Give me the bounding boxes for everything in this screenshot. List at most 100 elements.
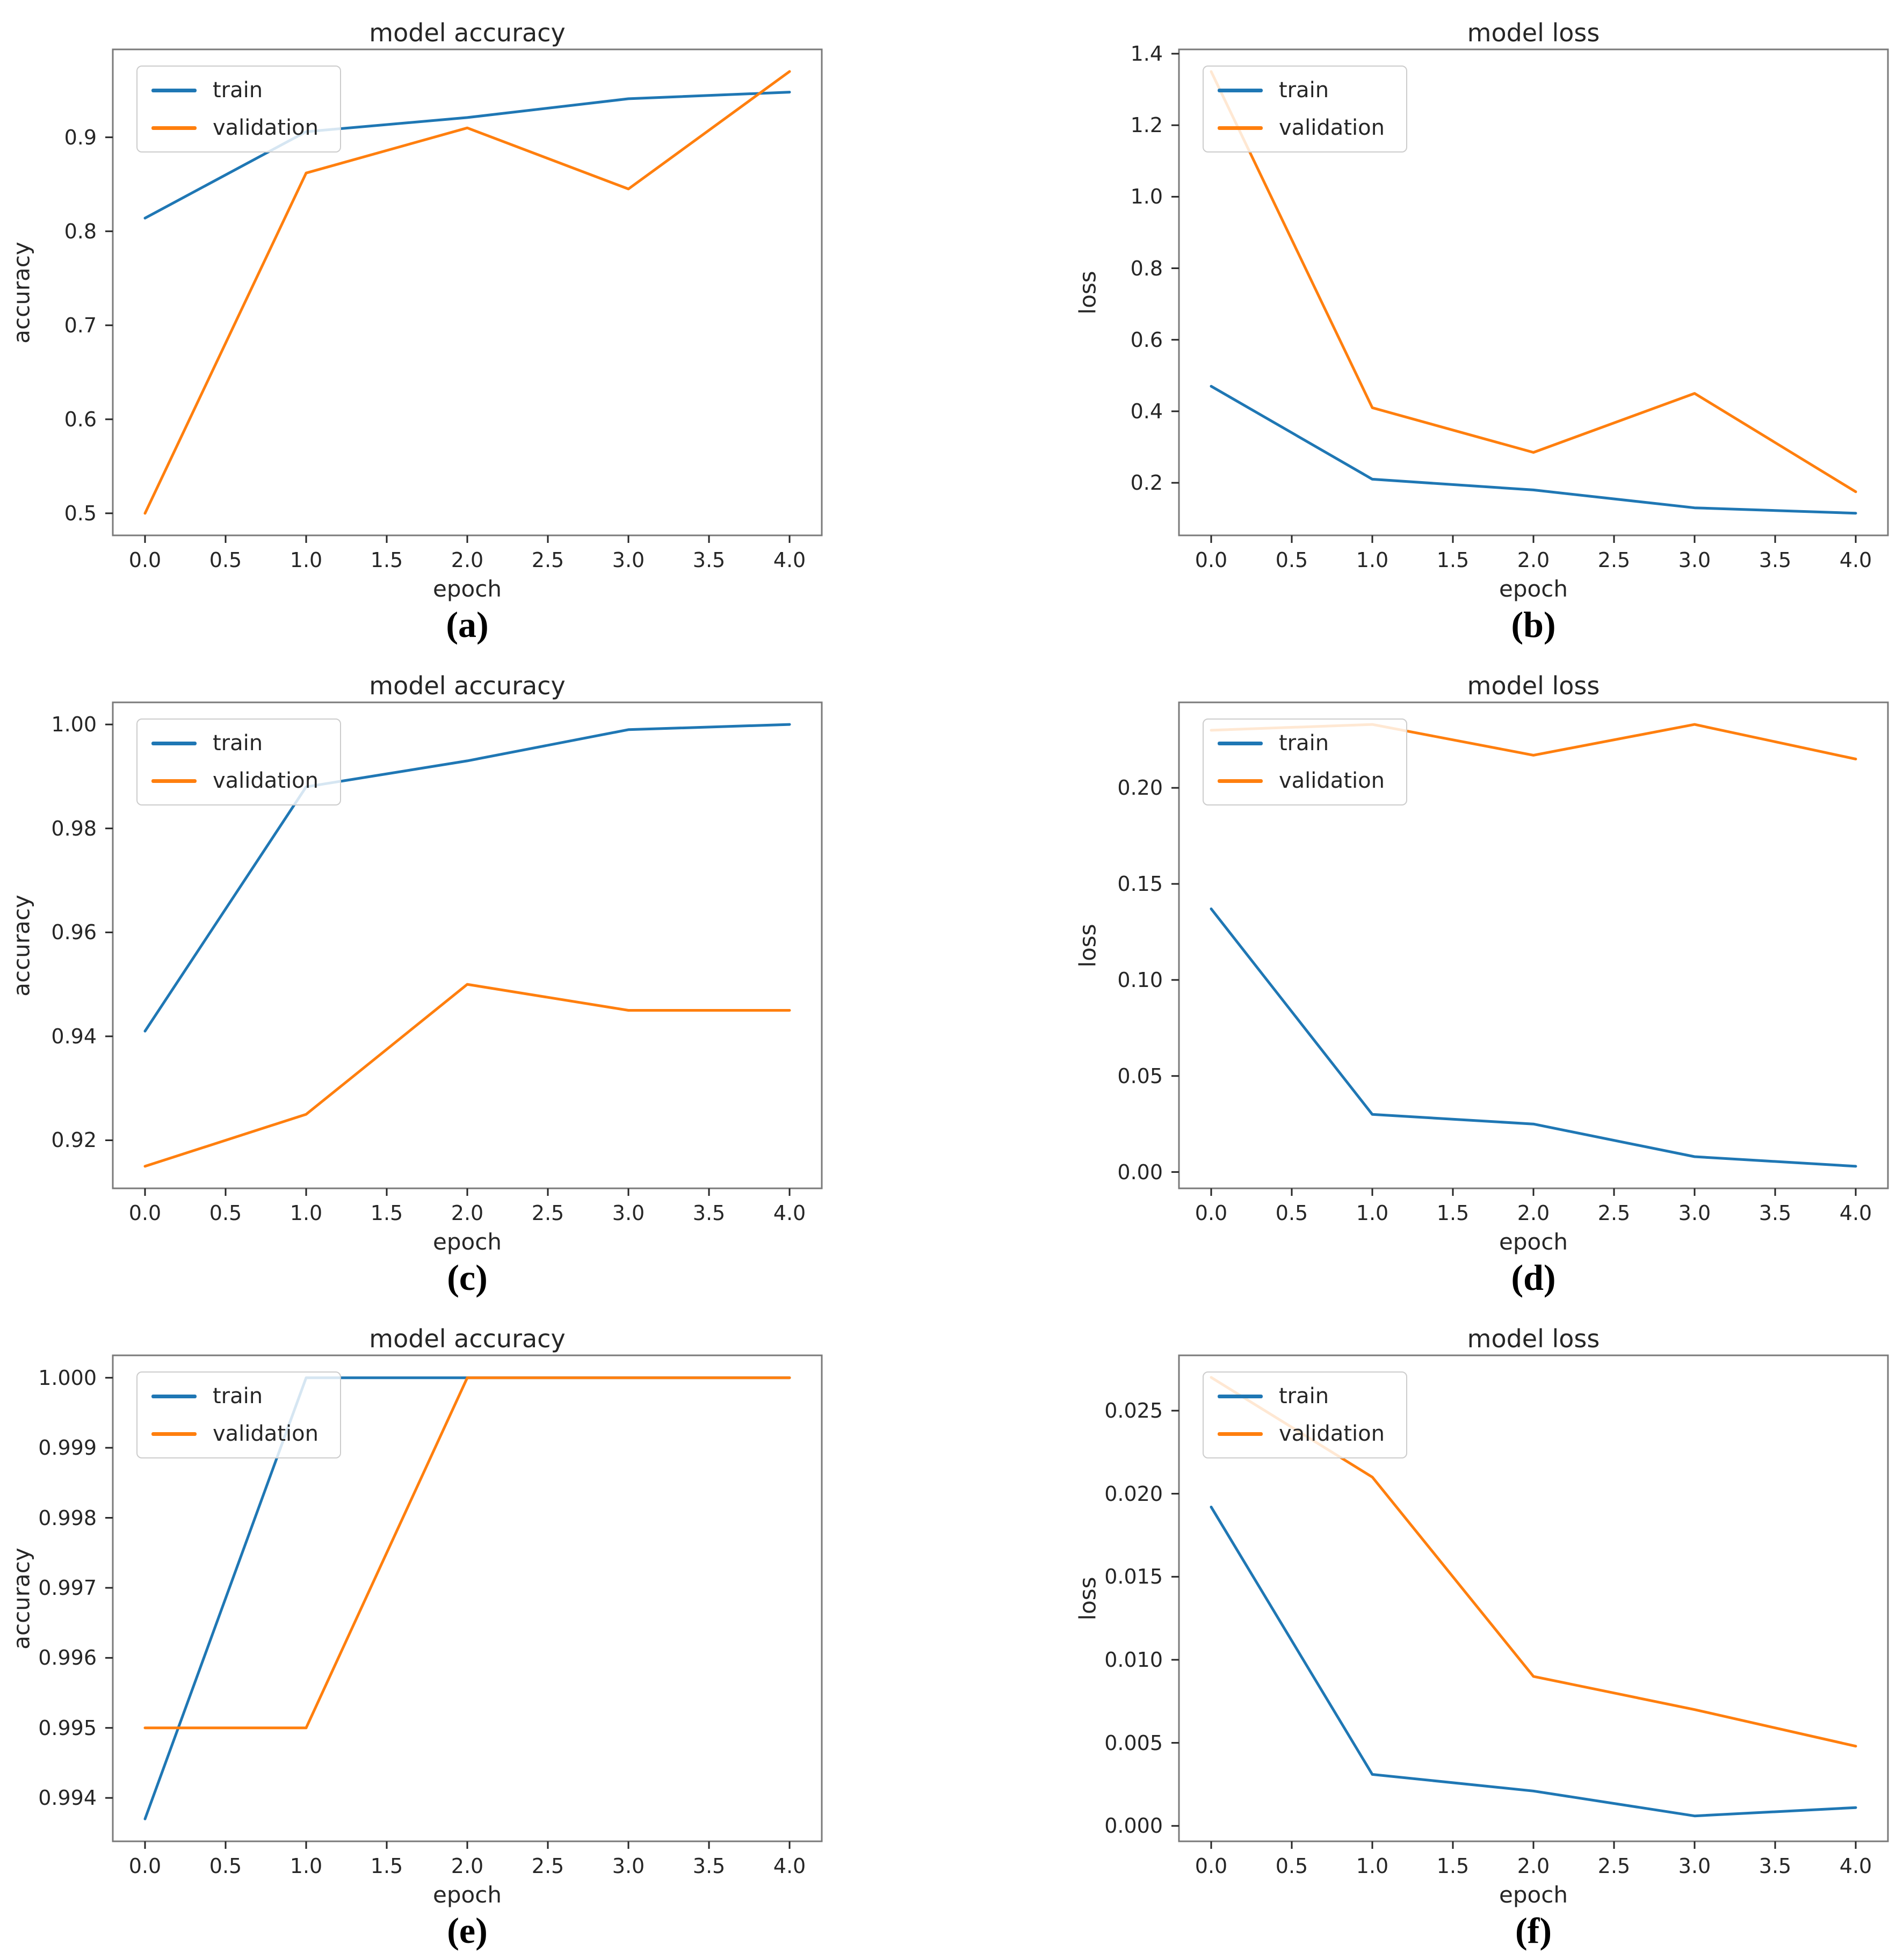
y-tick-label: 0.98 [51, 816, 97, 840]
y-tick-label: 1.000 [38, 1366, 97, 1390]
x-tick-label: 0.5 [1275, 1201, 1308, 1225]
y-tick-label: 0.4 [1130, 399, 1163, 423]
x-axis-label: epoch [433, 1882, 502, 1908]
y-tick-label: 0.7 [64, 313, 97, 337]
y-tick-label: 0.20 [1117, 776, 1163, 800]
y-tick-label: 0.005 [1104, 1731, 1163, 1755]
x-tick-label: 3.5 [692, 1854, 726, 1878]
validation-line-icon [151, 1432, 197, 1436]
legend: train validation [1203, 66, 1407, 153]
x-tick-label: 2.5 [531, 548, 565, 572]
x-tick-label: 0.0 [1195, 1201, 1228, 1225]
x-tick-label: 1.5 [370, 1854, 403, 1878]
x-tick-label: 0.5 [209, 548, 242, 572]
x-tick-label: 3.0 [612, 1201, 645, 1225]
x-tick-label: 3.0 [1678, 1854, 1711, 1878]
chart-title: model loss [1467, 671, 1600, 700]
legend-train-entry: train [151, 732, 319, 754]
panel-label: (b) [1511, 604, 1556, 645]
x-tick-label: 0.0 [128, 1201, 162, 1225]
x-tick-label: 4.0 [773, 548, 806, 572]
y-tick-label: 0.92 [51, 1128, 97, 1152]
validation-line-icon [1218, 1432, 1263, 1436]
x-tick-label: 3.0 [612, 1854, 645, 1878]
y-tick-label: 0.010 [1104, 1647, 1163, 1672]
x-tick-label: 2.0 [451, 1201, 484, 1225]
x-tick-label: 2.0 [1517, 1854, 1550, 1878]
x-axis-label: epoch [1499, 1882, 1568, 1908]
legend-validation-entry: validation [1218, 117, 1385, 139]
legend-train-entry: train [1218, 79, 1385, 101]
x-tick-label: 4.0 [1839, 548, 1872, 572]
x-axis-label: epoch [433, 576, 502, 602]
x-tick-label: 4.0 [773, 1854, 806, 1878]
y-tick-label: 1.00 [51, 713, 97, 737]
y-tick-label: 1.2 [1130, 113, 1163, 137]
legend-train-label: train [213, 78, 263, 103]
x-tick-label: 2.5 [531, 1201, 565, 1225]
train-series-line [1210, 908, 1857, 1168]
chart-title: model accuracy [369, 671, 566, 700]
y-tick-label: 0.94 [51, 1024, 97, 1048]
legend-train-entry: train [151, 1385, 319, 1407]
x-tick-label: 3.5 [1758, 1854, 1792, 1878]
legend-validation-label: validation [1279, 768, 1385, 793]
y-tick-label: 0.994 [38, 1786, 97, 1810]
legend-train-entry: train [1218, 732, 1385, 754]
y-tick-label: 0.997 [38, 1576, 97, 1600]
y-tick-label: 0.020 [1104, 1482, 1163, 1506]
x-axis-label: epoch [1499, 1229, 1568, 1255]
y-tick-label: 0.015 [1104, 1565, 1163, 1589]
x-tick-label: 1.5 [1436, 1854, 1470, 1878]
x-tick-label: 1.0 [290, 1201, 323, 1225]
x-tick-label: 2.5 [1597, 1854, 1631, 1878]
y-tick-label: 0.999 [38, 1436, 97, 1460]
x-tick-label: 3.0 [612, 548, 645, 572]
x-tick-label: 2.5 [531, 1854, 565, 1878]
chart-title: model accuracy [369, 1324, 566, 1353]
line-plot [1171, 701, 1889, 1196]
y-tick-label: 0.6 [1130, 328, 1163, 352]
x-tick-label: 3.5 [692, 548, 726, 572]
y-tick-label: 0.2 [1130, 471, 1163, 495]
legend-train-entry: train [1218, 1385, 1385, 1407]
validation-series-line [143, 1376, 791, 1730]
y-tick-label: 0.9 [64, 125, 97, 149]
y-tick-label: 0.15 [1117, 872, 1163, 896]
y-tick-label: 0.025 [1104, 1398, 1163, 1422]
y-axis-label: loss [1074, 924, 1101, 968]
train-line-icon [1218, 1394, 1263, 1398]
y-tick-label: 0.96 [51, 920, 97, 945]
y-tick-label: 0.000 [1104, 1814, 1163, 1838]
train-line-icon [1218, 88, 1263, 92]
x-tick-label: 1.0 [1356, 1201, 1389, 1225]
legend: train validation [1203, 1371, 1407, 1458]
train-line-icon [151, 1394, 197, 1398]
x-tick-label: 2.0 [451, 548, 484, 572]
x-tick-label: 0.5 [209, 1854, 242, 1878]
y-tick-label: 0.00 [1117, 1160, 1163, 1184]
chart-title: model accuracy [369, 18, 566, 47]
x-tick-label: 3.5 [692, 1201, 726, 1225]
x-tick-label: 2.0 [451, 1854, 484, 1878]
panel-label: (d) [1511, 1257, 1556, 1298]
y-tick-label: 0.998 [38, 1506, 97, 1530]
legend-validation-label: validation [213, 115, 319, 140]
legend-validation-label: validation [1279, 1421, 1385, 1446]
legend-validation-entry: validation [151, 1423, 319, 1444]
x-axis-label: epoch [433, 1229, 502, 1255]
y-tick-label: 1.4 [1130, 41, 1163, 66]
x-tick-label: 1.0 [290, 548, 323, 572]
x-tick-label: 2.5 [1597, 1201, 1631, 1225]
validation-series-line [143, 983, 791, 1168]
panel-b: model loss loss train validation epoch (… [1066, 6, 1896, 651]
x-tick-label: 0.0 [128, 1854, 162, 1878]
x-tick-label: 1.5 [370, 1201, 403, 1225]
x-tick-label: 2.0 [1517, 548, 1550, 572]
x-tick-label: 1.0 [1356, 548, 1389, 572]
x-tick-label: 4.0 [773, 1201, 806, 1225]
legend-validation-label: validation [1279, 115, 1385, 140]
legend: train validation [136, 66, 341, 153]
legend-validation-entry: validation [1218, 1423, 1385, 1444]
